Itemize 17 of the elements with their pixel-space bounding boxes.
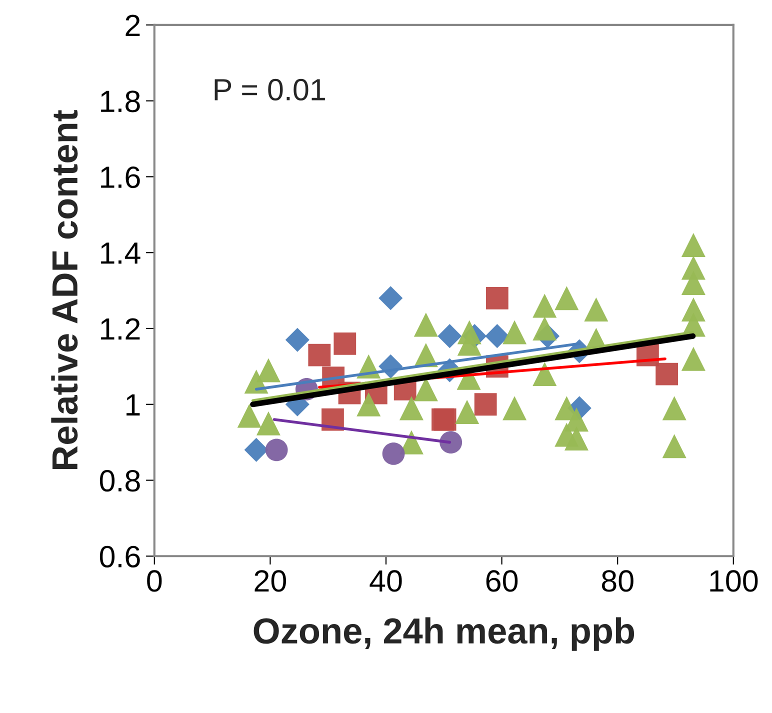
y-tick-label: 2: [126, 14, 140, 36]
y-tick-label: 1.4: [101, 242, 140, 264]
y-tick-label: 1.8: [101, 90, 140, 112]
annotation: P = 0.01: [214, 78, 325, 101]
x-tick-label: 40: [370, 570, 402, 592]
x-tick-label: 100: [710, 570, 758, 592]
y-tick-label: 1: [126, 394, 140, 416]
x-tick-label: 60: [486, 570, 518, 592]
y-tick-label: 0.6: [100, 546, 140, 568]
y-tick-label: 0.8: [100, 470, 140, 492]
x-axis-title: Ozone, 24h mean, ppb: [254, 617, 634, 651]
x-tick-label: 0: [147, 570, 162, 592]
x-tick-label: 80: [602, 570, 634, 592]
x-tick-label: 20: [254, 570, 286, 592]
y-tick-label: 1.6: [101, 166, 140, 188]
y-tick-label: 1.2: [101, 318, 140, 340]
y-axis-title: Relative ADF content: [51, 110, 78, 470]
